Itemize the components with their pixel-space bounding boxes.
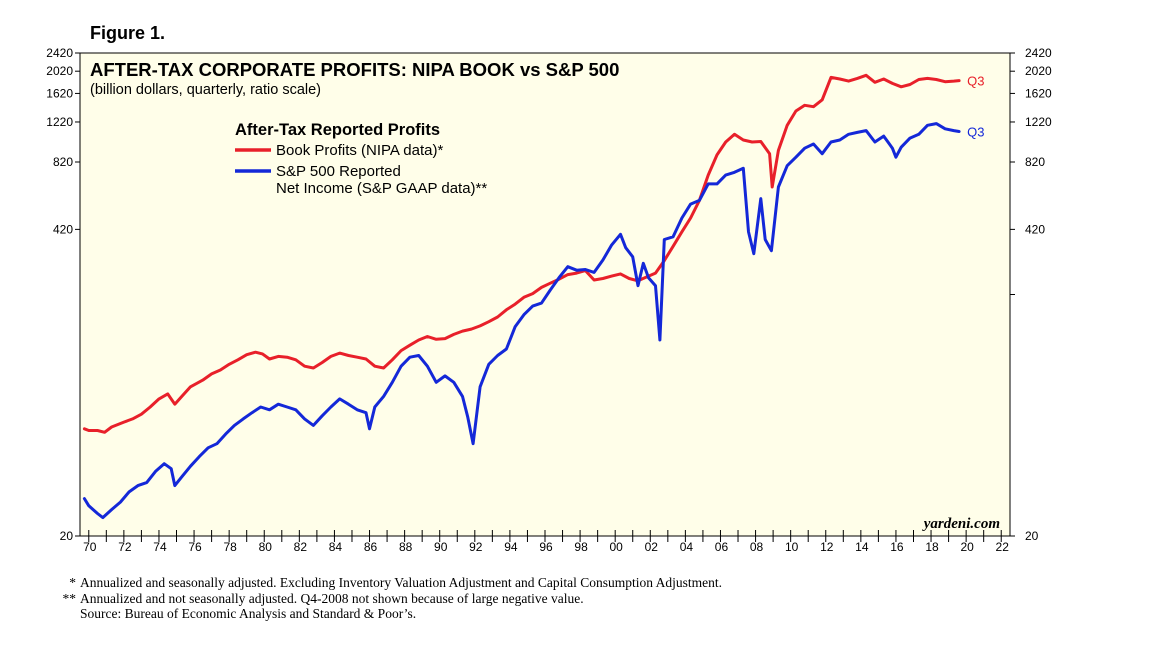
x-tick-label: 92 (469, 540, 483, 554)
series-line-book-profits (82, 73, 961, 434)
footnote-mark (52, 606, 80, 622)
y-axis-right: 2420 2020 1620 1220 820 420 20 (1010, 46, 1052, 543)
x-tick-label: 74 (153, 540, 167, 554)
chart-subtitle: (billion dollars, quarterly, ratio scale… (90, 82, 321, 98)
footnote-text: Source: Bureau of Economic Analysis and … (80, 606, 417, 621)
x-tick-label: 16 (890, 540, 904, 554)
x-tick-label: 94 (504, 540, 518, 554)
legend-title: After-Tax Reported Profits (235, 121, 440, 139)
x-tick-label: 78 (223, 540, 237, 554)
footnote-text: Annualized and not seasonally adjusted. … (80, 590, 584, 606)
x-axis: 70 72 74 76 78 80 82 84 86 88 90 92 94 96 98 00 02 04 06 08… (83, 530, 1009, 554)
legend: After-Tax Reported Profits Book Profits … (235, 121, 487, 197)
footnote-mark: ** (62, 590, 77, 606)
y-tick-label-right: 420 (1025, 222, 1045, 236)
y-tick-label-right: 1220 (1025, 115, 1052, 129)
series-layer: Q3 Q3 (82, 73, 984, 520)
x-tick-label: 00 (610, 540, 624, 554)
x-tick-label: 84 (329, 540, 343, 554)
y-tick-label-left: 420 (53, 222, 73, 236)
footnote-mark: * (69, 575, 76, 590)
footnote-text: Annualized and seasonally adjusted. Excl… (80, 575, 723, 590)
x-tick-label: 06 (715, 540, 729, 554)
x-tick-label: 10 (785, 540, 799, 554)
footnote-1: * Annualized and seasonally adjusted. Ex… (52, 575, 722, 591)
x-tick-label: 90 (434, 540, 448, 554)
chart-title: AFTER-TAX CORPORATE PROFITS: NIPA BOOK v… (90, 59, 619, 80)
x-tick-label: 72 (118, 540, 132, 554)
x-tick-label: 98 (574, 540, 588, 554)
y-tick-label-left: 820 (53, 155, 73, 169)
footnotes: * Annualized and seasonally adjusted. Ex… (52, 575, 723, 622)
y-tick-label-right: 2420 (1025, 46, 1052, 60)
y-tick-label-right: 2020 (1025, 64, 1052, 78)
end-label-book-profits: Q3 (967, 74, 984, 89)
y-tick-label-left: 1220 (46, 115, 73, 129)
x-tick-label: 80 (259, 540, 273, 554)
y-tick-label-right: 1620 (1025, 86, 1052, 100)
x-tick-label: 14 (855, 540, 869, 554)
x-tick-label: 18 (925, 540, 939, 554)
x-tick-label: 88 (399, 540, 413, 554)
y-tick-label-right: 20 (1025, 529, 1039, 543)
plot-area (79, 52, 1011, 537)
figure-label: Figure 1. (90, 23, 166, 43)
x-tick-label: 22 (996, 540, 1010, 554)
legend-label-book-profits: Book Profits (NIPA data)* (276, 142, 443, 159)
x-tick-label: 12 (820, 540, 834, 554)
x-tick-label: 02 (645, 540, 659, 554)
legend-label-sp500: S&P 500 Reported Net Income (S&P GAAP da… (276, 163, 487, 197)
end-label-sp500: Q3 (967, 124, 984, 139)
x-tick-label: 20 (960, 540, 974, 554)
x-tick-label: 76 (188, 540, 202, 554)
watermark: yardeni.com (922, 516, 1000, 532)
x-tick-label: 04 (680, 540, 694, 554)
x-tick-label: 08 (750, 540, 764, 554)
x-tick-label: 82 (294, 540, 308, 554)
y-tick-label-left: 1620 (46, 86, 73, 100)
x-tick-label: 96 (539, 540, 553, 554)
y-tick-label-right: 820 (1025, 155, 1045, 169)
y-tick-label-left: 20 (60, 529, 74, 543)
x-tick-label: 70 (83, 540, 97, 554)
series-line-sp500 (82, 122, 961, 520)
y-axis-left: 2420 2020 1620 1220 820 420 20 (46, 46, 80, 543)
footnote-2: ** Annualized and not seasonally adjuste… (52, 591, 722, 607)
footnote-source: Source: Bureau of Economic Analysis and … (52, 606, 722, 622)
x-tick-label: 86 (364, 540, 378, 554)
y-tick-label-left: 2020 (46, 64, 73, 78)
y-tick-label-left: 2420 (46, 46, 73, 60)
